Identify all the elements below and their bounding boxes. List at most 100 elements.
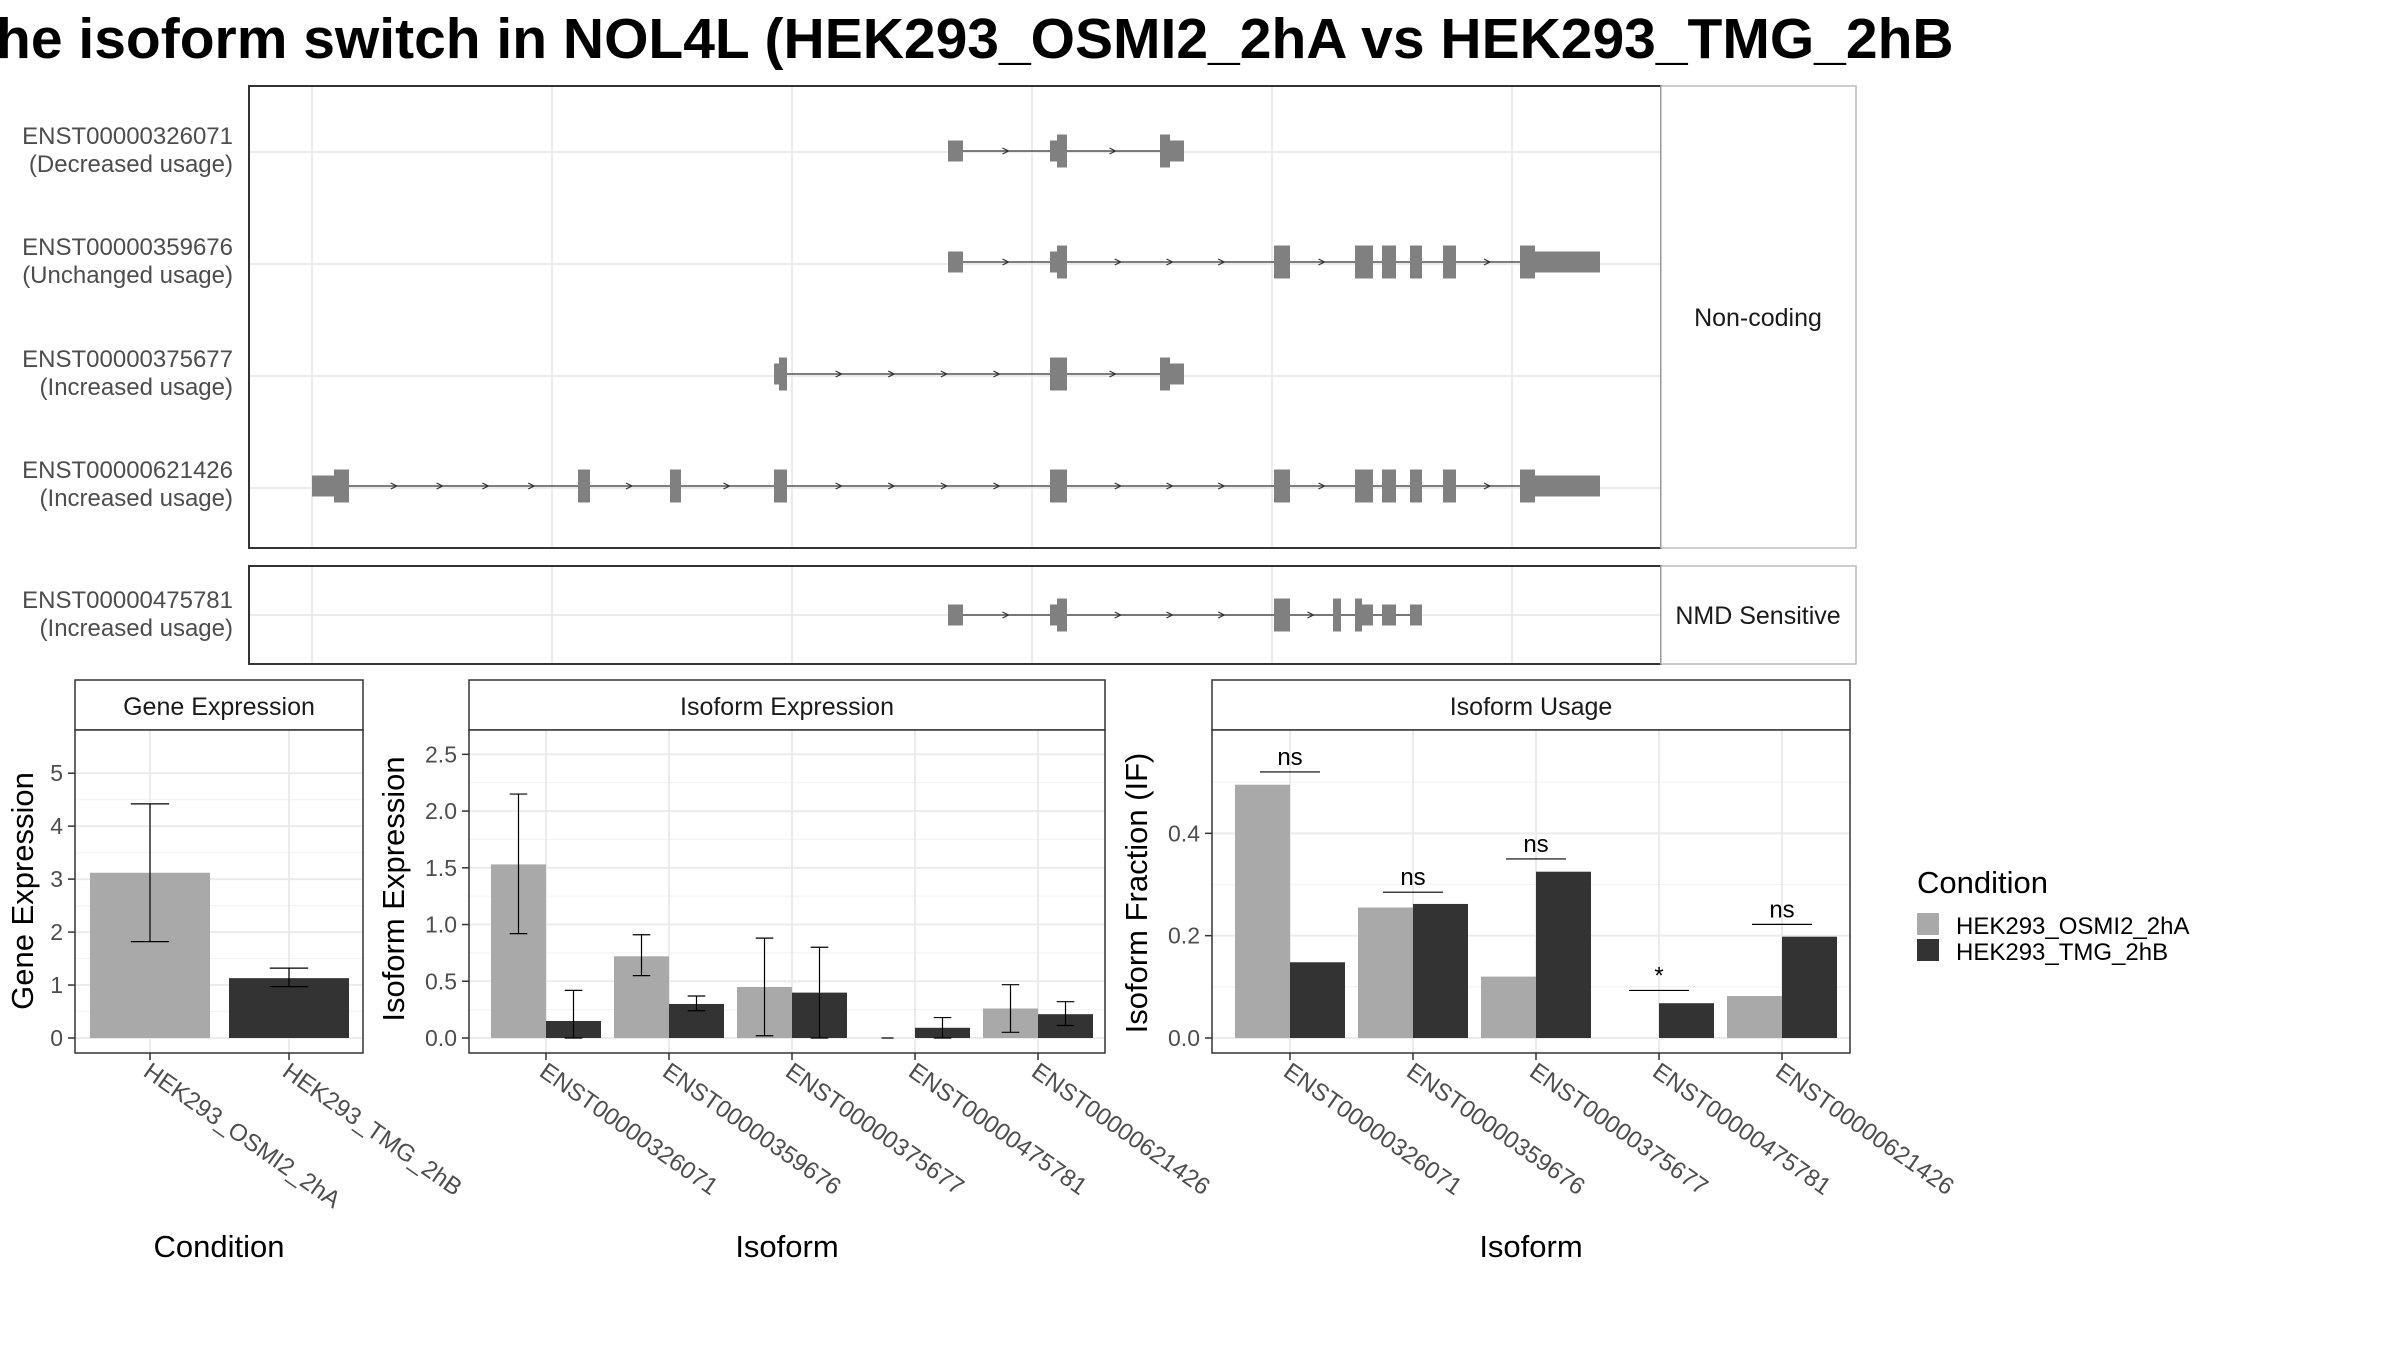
exon-block — [1170, 363, 1184, 385]
y-tick-label: 0.0 — [1168, 1025, 1200, 1051]
exon-block — [1535, 251, 1600, 273]
y-tick-label: 1 — [50, 972, 63, 998]
exon-block — [1050, 469, 1067, 503]
significance-label: ns — [1523, 831, 1548, 858]
intron-arrow — [1166, 611, 1174, 619]
exon-block — [1274, 245, 1290, 279]
bar — [1782, 936, 1837, 1038]
y-tick-label: 0.0 — [425, 1025, 457, 1051]
exon-block — [1382, 245, 1396, 279]
intron-arrow — [1166, 482, 1174, 490]
y-tick-label: 1.5 — [425, 855, 457, 881]
legend-key-b — [1917, 939, 1939, 961]
y-tick-label: 1.0 — [425, 912, 457, 938]
intron-arrow — [1318, 258, 1326, 266]
x-axis-title: Isoform — [735, 1229, 838, 1264]
bar — [1536, 871, 1591, 1038]
legend: Condition HEK293_OSMI2_2hA HEK293_TMG_2h… — [1917, 865, 2189, 966]
figure-title: he isoform switch in NOL4L (HEK293_OSMI2… — [0, 7, 1954, 71]
intron-arrow — [1166, 258, 1174, 266]
exon-block — [1333, 598, 1341, 632]
exon-block — [1355, 469, 1373, 503]
y-tick-label: 2.5 — [425, 741, 457, 767]
significance-label: ns — [1769, 896, 1794, 923]
transcript-track — [948, 598, 1422, 632]
exon-block — [1535, 475, 1600, 497]
intron-arrow — [1307, 611, 1315, 619]
bar — [1727, 996, 1782, 1038]
exon-block — [1410, 245, 1422, 279]
intron-arrow — [436, 482, 444, 490]
exon-block — [1050, 251, 1057, 273]
intron-arrow — [993, 482, 1001, 490]
exon-block — [1160, 357, 1170, 391]
isoform-label-id: ENST00000375677 — [22, 346, 233, 373]
y-axis-title: Gene Expression — [5, 772, 40, 1010]
isoform-label-usage: (Increased usage) — [40, 485, 233, 512]
exon-block — [948, 251, 963, 273]
exon-block — [1274, 469, 1290, 503]
intron-arrow — [1217, 482, 1226, 490]
intron-arrow — [390, 482, 399, 490]
transcript-track — [948, 134, 1184, 168]
structure-panel-noncoding: Non-coding — [248, 85, 1857, 549]
isoform-labels: ENST00000326071 (Decreased usage) ENST00… — [22, 123, 233, 642]
intron-arrow — [1109, 147, 1117, 155]
x-axis-title: Isoform — [1479, 1229, 1582, 1264]
exon-block — [1050, 140, 1057, 162]
panel-title: Isoform Expression — [680, 693, 894, 721]
exon-block — [578, 469, 590, 503]
isoform-label-id: ENST00000326071 — [22, 123, 233, 150]
intron-arrow — [993, 370, 1001, 378]
exon-block — [1520, 469, 1535, 503]
bar — [229, 978, 349, 1038]
legend-label-b: HEK293_TMG_2hB — [1956, 939, 2168, 966]
y-tick-label: 4 — [50, 813, 63, 839]
exon-block — [1382, 604, 1396, 626]
legend-label-a: HEK293_OSMI2_2hA — [1956, 913, 2189, 940]
panel-title: Isoform Usage — [1450, 693, 1613, 721]
intron-arrow — [887, 370, 896, 378]
isoform-label-id: ENST00000621426 — [22, 457, 233, 484]
exon-block — [1050, 604, 1057, 626]
transcript-track — [312, 469, 1600, 503]
intron-arrow — [835, 482, 843, 490]
exon-block — [1362, 604, 1373, 626]
isoform-label-usage: (Decreased usage) — [29, 151, 233, 178]
y-tick-label: 3 — [50, 866, 63, 892]
y-tick-label: 0.5 — [425, 968, 457, 994]
intron-arrow — [1217, 611, 1226, 619]
isoform-expression-panel: Isoform Expression 0.00.51.01.52.02.5ENS… — [376, 679, 1215, 1264]
isoform-label-id: ENST00000475781 — [22, 587, 233, 614]
intron-arrow — [1002, 147, 1010, 155]
y-tick-label: 2 — [50, 919, 63, 945]
facet-label-nmd: NMD Sensitive — [1675, 602, 1840, 630]
exon-block — [774, 363, 779, 385]
bar — [1413, 903, 1468, 1038]
bar — [1235, 784, 1290, 1038]
legend-title: Condition — [1917, 865, 2048, 900]
intron-arrow — [940, 482, 949, 490]
y-tick-label: 5 — [50, 760, 63, 786]
facet-label-noncoding: Non-coding — [1694, 304, 1822, 332]
y-axis-title: Isoform Expression — [376, 756, 411, 1021]
intron-arrow — [1318, 482, 1326, 490]
panel-border — [468, 729, 1106, 1054]
exon-block — [948, 604, 963, 626]
exon-block — [670, 469, 681, 503]
isoform-usage-panel: Isoform Usage 0.00.20.4nsENST00000326071… — [1119, 679, 1959, 1264]
y-axis-title: Isoform Fraction (IF) — [1119, 753, 1154, 1034]
significance-label: * — [1654, 962, 1663, 989]
exon-block — [1355, 598, 1362, 632]
exon-block — [1057, 598, 1067, 632]
intron-arrow — [723, 482, 731, 490]
x-axis-title: Condition — [154, 1229, 285, 1264]
intron-arrow — [482, 482, 490, 490]
isoform-label-usage: (Increased usage) — [40, 374, 233, 401]
y-tick-label: 0 — [50, 1025, 63, 1051]
exon-block — [1443, 469, 1456, 503]
exon-block — [1050, 357, 1067, 391]
exon-block — [1410, 469, 1422, 503]
isoform-label-id: ENST00000359676 — [22, 234, 233, 261]
panel-title: Gene Expression — [123, 693, 315, 721]
